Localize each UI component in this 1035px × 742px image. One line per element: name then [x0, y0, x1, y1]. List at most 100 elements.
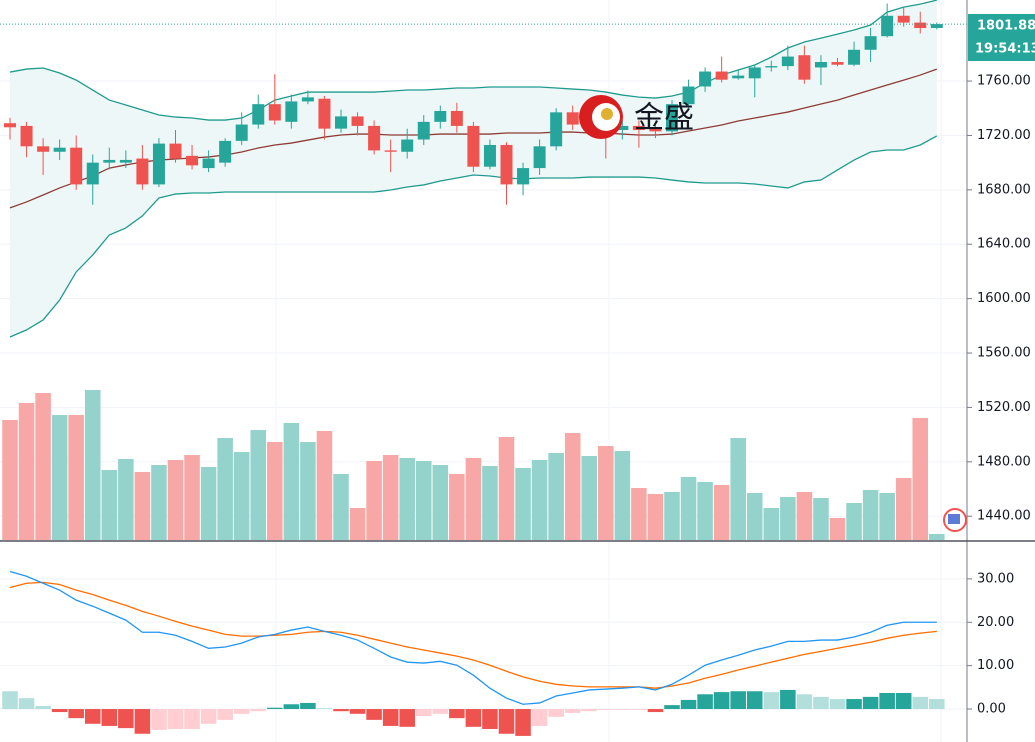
histogram-bar: [300, 702, 316, 710]
candle-body: [4, 123, 16, 128]
volume-bar: [399, 458, 415, 540]
volume-bar: [846, 503, 862, 540]
histogram-bar: [548, 709, 564, 717]
candle-body: [798, 55, 811, 80]
histogram-bar: [118, 709, 134, 729]
volume-bar: [51, 415, 68, 540]
candle-body: [848, 49, 861, 65]
histogram-bar: [515, 709, 531, 736]
volume-bar: [18, 403, 35, 540]
candle-body: [566, 112, 579, 125]
histogram-bar: [267, 707, 283, 710]
volume-bar: [697, 482, 713, 540]
volume-bar: [366, 461, 382, 540]
y-tick-label: 1760.00: [977, 74, 1031, 89]
candle-body: [417, 121, 430, 140]
histogram-bar: [879, 692, 895, 710]
volume-bar: [829, 518, 846, 540]
volume-bar: [482, 466, 498, 540]
histogram-bar: [399, 709, 415, 727]
volume-bar: [515, 468, 531, 540]
candle-body: [37, 146, 50, 152]
candle-body: [152, 143, 165, 185]
volume-bar: [449, 474, 465, 540]
volume-bar: [713, 485, 730, 540]
candle-body: [301, 97, 314, 102]
histogram-bar: [780, 689, 796, 710]
volume-bar: [614, 451, 631, 540]
candle-body: [86, 162, 99, 185]
histogram-bar: [846, 699, 862, 710]
histogram-bar: [382, 709, 399, 726]
candle-body: [748, 67, 761, 79]
histogram-bar: [746, 691, 763, 710]
histogram-bar: [366, 709, 382, 720]
volume-bar: [233, 452, 250, 540]
y-tick-label: 1680.00: [977, 182, 1031, 197]
candle-body: [732, 75, 745, 79]
y-tick-label: 1640.00: [977, 237, 1031, 252]
volume-bar: [101, 470, 118, 540]
volume-bar: [151, 465, 167, 540]
volume-bar: [68, 415, 84, 540]
volume-bar: [333, 474, 349, 540]
watermark-text: 金盛: [634, 101, 694, 136]
candle-body: [450, 110, 463, 126]
volume-bar: [763, 508, 780, 540]
candle-body: [715, 71, 728, 80]
candle-body: [119, 159, 132, 163]
candle-body: [467, 125, 480, 167]
candle-body: [483, 144, 496, 167]
macd-line: [9, 570, 937, 705]
candle-body: [169, 143, 182, 159]
histogram-bar: [895, 692, 912, 710]
histogram-bar: [614, 709, 631, 710]
volume-bar: [200, 467, 217, 540]
histogram-bar: [482, 709, 498, 729]
histogram-bar: [316, 708, 333, 710]
candle-body: [831, 62, 844, 65]
volume-bar: [167, 460, 184, 540]
histogram-bar: [730, 691, 746, 710]
histogram-bar: [349, 709, 366, 714]
candle-body: [682, 86, 695, 105]
histogram-bar: [200, 709, 217, 724]
volume-bar: [895, 478, 912, 540]
candle-body: [351, 116, 364, 126]
volume-bar: [664, 492, 680, 540]
candle-body: [765, 66, 778, 68]
candle-body: [20, 125, 33, 147]
histogram-bar: [2, 691, 18, 710]
y-tick-label: 1440.00: [977, 509, 1031, 524]
histogram-bar: [581, 709, 598, 712]
candle-body: [368, 125, 381, 151]
histogram-bar: [51, 709, 68, 713]
volume-bar: [531, 460, 548, 540]
histogram-bar: [217, 709, 233, 720]
histogram-bar: [101, 709, 118, 726]
volume-bar: [564, 433, 581, 540]
volume-bar: [465, 458, 482, 540]
histogram-bar: [697, 694, 713, 710]
candle-body: [384, 150, 397, 152]
signal-line: [9, 581, 937, 689]
candle-body: [881, 15, 894, 37]
histogram-bar: [167, 709, 184, 729]
histogram-bar: [333, 709, 349, 712]
candle-body: [53, 147, 66, 152]
histogram-bar: [250, 709, 267, 712]
candle-body: [103, 159, 116, 163]
candle-body: [649, 127, 662, 132]
histogram-bar: [680, 699, 697, 710]
last-price-label: 1801.88: [977, 19, 1035, 34]
candle-body: [517, 168, 530, 185]
candle-body: [930, 24, 943, 29]
candle-body: [235, 124, 248, 141]
histogram-bar: [796, 694, 813, 710]
histogram-bar: [564, 709, 581, 713]
histogram-bar: [631, 709, 647, 710]
volume-bar: [647, 494, 664, 540]
y-tick-label: 10.00: [977, 658, 1014, 673]
histogram-bar: [647, 709, 664, 713]
